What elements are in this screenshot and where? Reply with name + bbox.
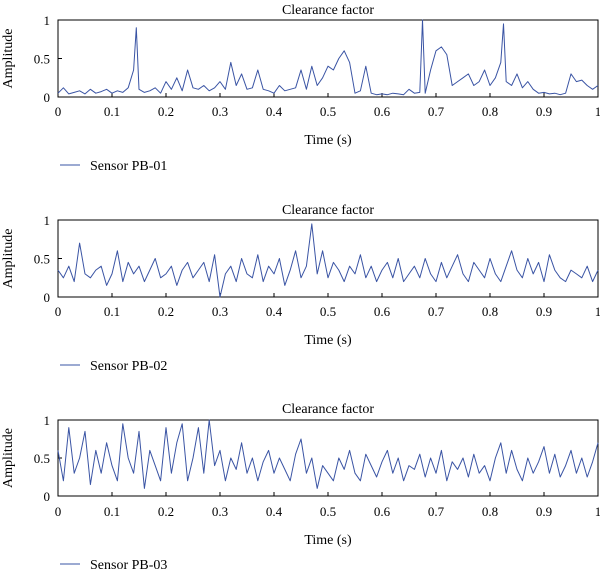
x-axis-label: Time (s) [304, 133, 352, 148]
series-line [57, 419, 599, 489]
y-tick-label: 0 [44, 489, 51, 504]
y-axis-label: Amplitude [1, 229, 16, 289]
y-tick-label: 0.5 [34, 451, 50, 466]
x-tick-label: 0.6 [374, 504, 391, 519]
x-tick-label: 0.2 [158, 304, 174, 319]
x-tick-label: 1 [595, 304, 600, 319]
x-tick-label: 0.3 [212, 504, 228, 519]
x-tick-label: 0 [55, 504, 62, 519]
x-tick-label: 0.1 [104, 504, 120, 519]
x-tick-label: 0.4 [266, 304, 283, 319]
x-tick-label: 0.9 [536, 304, 552, 319]
y-tick-label: 1 [44, 213, 51, 228]
y-tick-label: 0.5 [34, 252, 50, 267]
y-tick-label: 0.5 [34, 52, 50, 67]
x-tick-label: 0.7 [428, 104, 445, 119]
x-tick-label: 0.7 [428, 504, 445, 519]
x-tick-label: 0.4 [266, 504, 283, 519]
x-tick-label: 0.1 [104, 304, 120, 319]
x-tick-label: 0.2 [158, 504, 174, 519]
legend-label: Sensor PB-01 [90, 159, 167, 174]
series-line [57, 19, 599, 96]
y-tick-label: 0 [44, 90, 51, 105]
x-tick-label: 0.3 [212, 304, 228, 319]
x-tick-label: 0.6 [374, 304, 391, 319]
x-tick-label: 0.8 [482, 304, 498, 319]
x-tick-label: 0 [55, 104, 62, 119]
x-tick-label: 1 [595, 104, 600, 119]
legend-label: Sensor PB-03 [90, 558, 167, 573]
chart-title: Clearance factor [282, 402, 374, 417]
x-tick-label: 0.3 [212, 104, 228, 119]
chart-title: Clearance factor [282, 203, 374, 218]
x-tick-label: 0.6 [374, 104, 391, 119]
x-tick-label: 0.5 [320, 504, 336, 519]
x-tick-label: 0.9 [536, 104, 552, 119]
x-tick-label: 0.9 [536, 504, 552, 519]
y-tick-label: 0 [44, 290, 51, 305]
x-tick-label: 0.8 [482, 104, 498, 119]
y-tick-label: 1 [44, 13, 51, 28]
x-axis-label: Time (s) [304, 333, 352, 348]
plot-frame [57, 219, 599, 298]
series-line [57, 223, 599, 298]
x-tick-label: 0.2 [158, 104, 174, 119]
chart-title: Clearance factor [282, 3, 374, 18]
x-tick-label: 0.1 [104, 104, 120, 119]
legend-label: Sensor PB-02 [90, 359, 167, 374]
x-tick-label: 0.5 [320, 104, 336, 119]
y-axis-label: Amplitude [1, 428, 16, 488]
x-tick-label: 0.5 [320, 304, 336, 319]
y-axis-label: Amplitude [1, 29, 16, 89]
x-tick-label: 0.4 [266, 104, 283, 119]
x-tick-label: 0.8 [482, 504, 498, 519]
x-tick-label: 0 [55, 304, 62, 319]
x-axis-label: Time (s) [304, 533, 352, 548]
x-tick-label: 0.7 [428, 304, 445, 319]
x-tick-label: 1 [595, 504, 600, 519]
y-tick-label: 1 [44, 413, 51, 428]
